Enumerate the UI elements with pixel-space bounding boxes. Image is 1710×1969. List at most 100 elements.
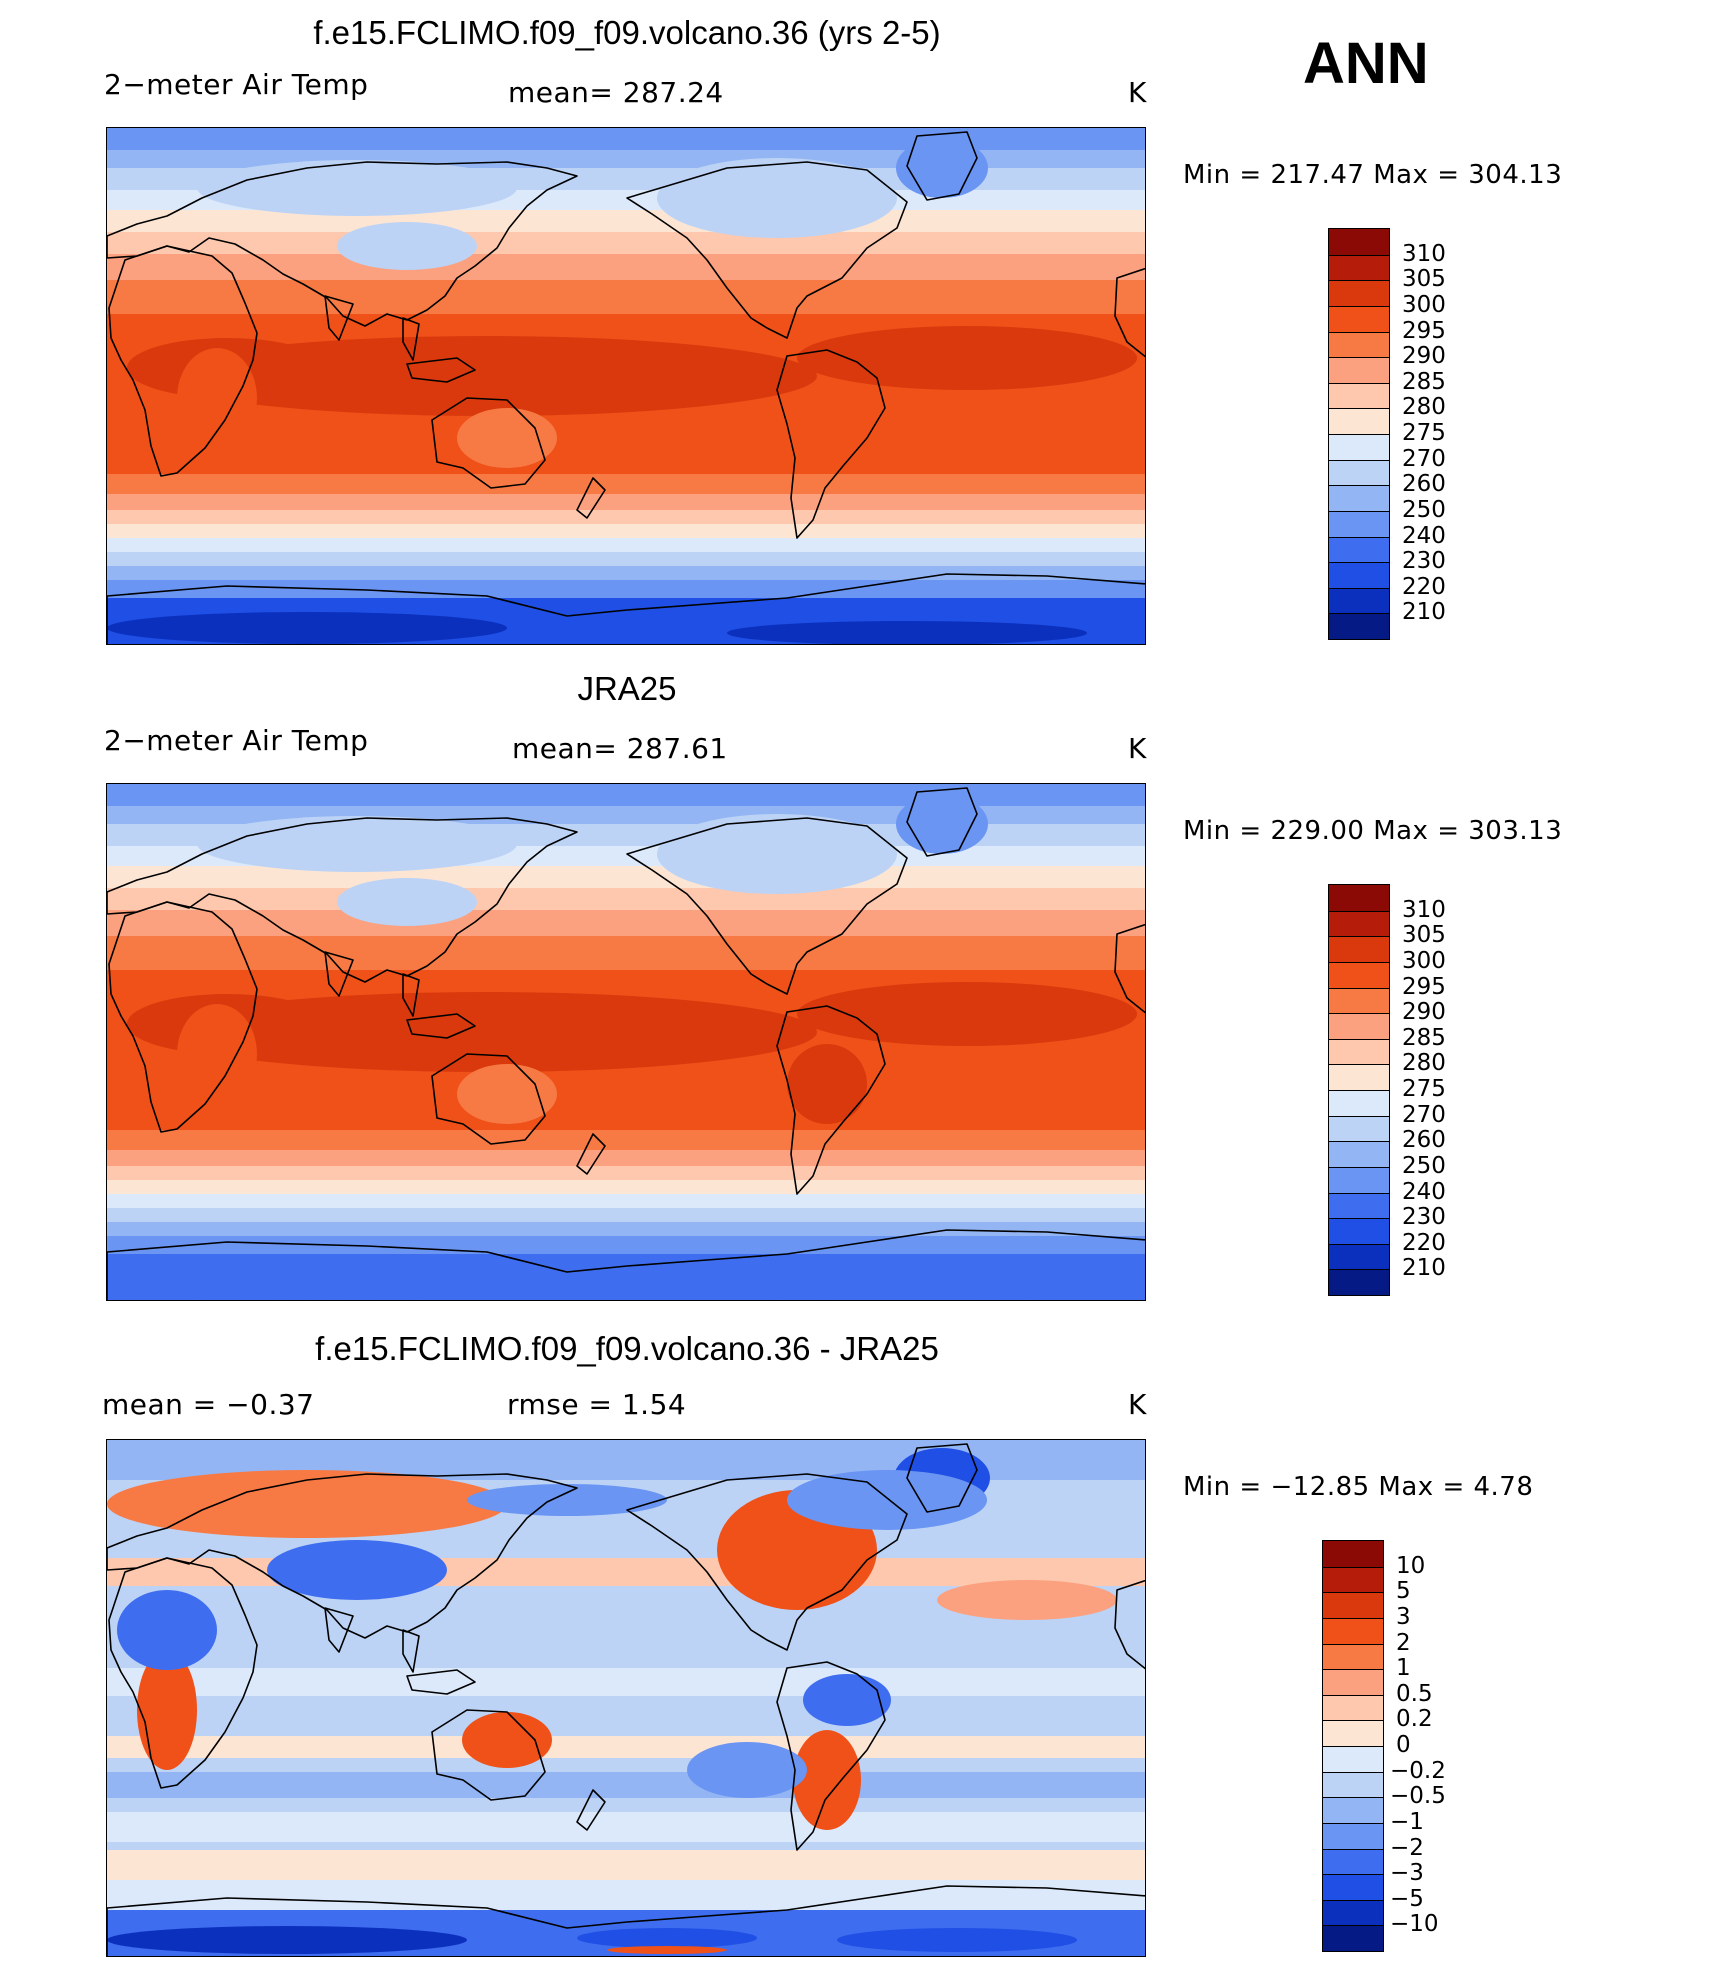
colorbar-box (1323, 1617, 1383, 1644)
antarctic-interior (107, 1268, 507, 1300)
panel-2-map (106, 783, 1146, 1301)
warm-pool (157, 992, 817, 1072)
latitude-band (107, 280, 1145, 314)
colorbar-box (1329, 613, 1389, 639)
panel-1-mean-label: mean= 287.24 (508, 76, 724, 109)
antarctic-cold (837, 1928, 1077, 1952)
latitude-band (107, 1812, 1145, 1842)
colorbar-label: 2 (1396, 1629, 1411, 1656)
latitude-band (107, 1736, 1145, 1758)
coastline (107, 1473, 578, 1639)
colorbar-label: 0 (1396, 1732, 1411, 1758)
coastline (324, 1607, 354, 1653)
colorbar-box (1329, 1243, 1389, 1270)
panel-1-map (106, 127, 1146, 645)
colorbar-label: 210 (1402, 1255, 1446, 1282)
south-america-warm (793, 1730, 861, 1830)
coastline (402, 1629, 420, 1673)
colorbar-label: 240 (1402, 1178, 1446, 1205)
latitude-band (107, 1194, 1145, 1208)
africa-warm (137, 1650, 197, 1770)
antarctic-cold (107, 1926, 467, 1954)
colorbar-box (1329, 562, 1389, 588)
latitude-band (107, 510, 1145, 524)
coastlines (107, 787, 1145, 1300)
colorbar-box (1329, 382, 1389, 409)
panel-3-title: f.e15.FCLIMO.f09_f09.volcano.36 - JRA25 (315, 1330, 939, 1367)
australia (457, 408, 557, 468)
latitude-band (107, 494, 1145, 510)
colorbar-box (1323, 1720, 1383, 1746)
colorbar-box (1329, 1141, 1389, 1167)
latitude-band (107, 806, 1145, 824)
latitude-band (107, 474, 1145, 494)
colorbar-box (1323, 1899, 1383, 1926)
coastline (406, 357, 476, 383)
temperature-field (107, 128, 1145, 644)
colorbar-box (1329, 305, 1389, 332)
latitude-band (107, 1166, 1145, 1180)
colorbar-label: 210 (1402, 599, 1446, 626)
colorbar-box (1329, 961, 1389, 988)
colorbar-label: 295 (1402, 317, 1446, 344)
colorbar-box (1323, 1592, 1383, 1618)
colorbar-box (1329, 587, 1389, 614)
arctic-cold (787, 1470, 987, 1530)
temperature-field (107, 784, 1145, 1300)
latitude-band (107, 1236, 1145, 1254)
colorbar-box (1329, 936, 1389, 962)
colorbar-box (1329, 1115, 1389, 1142)
coastline (576, 477, 606, 519)
colorbar-label: 290 (1402, 343, 1446, 370)
latitude-band (107, 1880, 1145, 1910)
antarctic-warm (607, 1946, 727, 1954)
north-pacific-cold (467, 1484, 667, 1516)
colorbar-label: 260 (1402, 1127, 1446, 1154)
colorbar-label: 1 (1396, 1655, 1411, 1682)
colorbar-box (1329, 408, 1389, 434)
colorbar-label: 250 (1402, 1152, 1446, 1179)
coastline (324, 295, 354, 341)
panel-1-variable-label: 2−meter Air Temp (104, 68, 369, 101)
colorbar-label: 220 (1402, 573, 1446, 600)
colorbar-label: −3 (1390, 1860, 1424, 1887)
coastline (324, 951, 354, 997)
coastline (406, 1013, 476, 1039)
eurasia-warm (107, 1470, 507, 1538)
colorbar-box (1323, 1643, 1383, 1670)
latitude-band (107, 1850, 1145, 1880)
panel-3-rmse-label: rmse = 1.54 (507, 1388, 687, 1421)
panel-2-units-label: K (1128, 732, 1147, 765)
australia (457, 1064, 557, 1124)
antarctic-interior (727, 1277, 1087, 1300)
colorbar-label: 305 (1402, 922, 1446, 949)
colorbar-box (1329, 1038, 1389, 1065)
difference-field (107, 1440, 1145, 1956)
coastline (431, 1709, 546, 1801)
latitude-band (107, 552, 1145, 566)
colorbar-box (1329, 357, 1389, 383)
colorbar-box (1329, 1013, 1389, 1039)
amazon-cold (803, 1674, 891, 1726)
colorbar-label: −1 (1390, 1808, 1424, 1835)
panel-1-title: f.e15.FCLIMO.f09_f09.volcano.36 (yrs 2-5… (313, 14, 941, 51)
colorbar-box (1323, 1925, 1383, 1951)
latitude-band (107, 1150, 1145, 1166)
latitude-band (107, 538, 1145, 552)
colorbar-label: 220 (1402, 1229, 1446, 1256)
colorbar-label: 280 (1402, 394, 1446, 421)
colorbar-box (1329, 434, 1389, 460)
colorbar-box (1323, 1746, 1383, 1772)
panel-2-colorbar (1328, 884, 1390, 1296)
coastline (402, 973, 420, 1017)
atlantic-warm (937, 1580, 1117, 1620)
latitude-band (107, 1208, 1145, 1222)
asia-cold (267, 1540, 447, 1600)
latitude-band (107, 580, 1145, 598)
colorbar-label: 270 (1402, 1101, 1446, 1128)
colorbar-label: 285 (1402, 368, 1446, 395)
colorbar-box (1323, 1822, 1383, 1849)
colorbar-box (1329, 987, 1389, 1014)
colorbar-label: 10 (1396, 1552, 1426, 1579)
coastline (1114, 267, 1145, 358)
